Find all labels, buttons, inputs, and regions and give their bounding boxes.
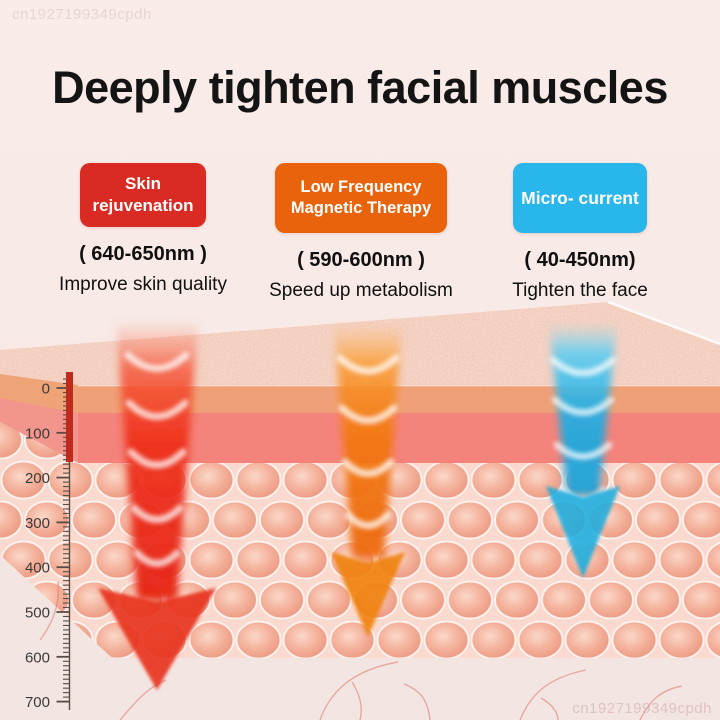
- depth-label-500: 500: [25, 605, 50, 622]
- skin-rejuvenation-wavelength: ( 640-650nm ): [79, 243, 207, 265]
- feature-micro-current: Micro- current ( 40-450nm) Tighten the f…: [455, 163, 705, 302]
- red-beam-wave-arcs: [124, 351, 190, 567]
- subcutaneous-layer: [0, 555, 720, 720]
- micro-current-benefit: Tighten the face: [512, 280, 648, 301]
- red-arrowhead: [98, 588, 216, 690]
- depth-label-700: 700: [25, 694, 50, 711]
- blue-light-beam: [546, 322, 620, 578]
- block-edge-highlight: [607, 300, 720, 346]
- watermark-top-left: cn1927199349cpdh: [12, 6, 152, 23]
- depth-label-600: 600: [25, 649, 50, 666]
- orange-beam-wave-arcs: [336, 354, 400, 529]
- magnetic-therapy-badge: Low Frequency Magnetic Therapy: [275, 163, 447, 233]
- red-light-beam: [98, 320, 216, 690]
- depth-label-100: 100: [25, 425, 50, 442]
- feature-skin-rejuvenation: Skin rejuvenation ( 640-650nm ) Improve …: [18, 163, 268, 296]
- magnetic-therapy-benefit: Speed up metabolism: [269, 280, 453, 301]
- block-left-side-face: [0, 374, 78, 463]
- micro-current-wavelength: ( 40-450nm): [524, 249, 636, 271]
- vein-lines: [39, 581, 683, 720]
- skin-rejuvenation-badge: Skin rejuvenation: [80, 163, 206, 227]
- depth-label-400: 400: [25, 560, 50, 577]
- feature-magnetic-therapy: Low Frequency Magnetic Therapy ( 590-600…: [236, 163, 486, 302]
- depth-label-0: 0: [42, 381, 50, 398]
- skin-cross-section-illustration: 0 100 200 300 400 500 600 700: [0, 300, 720, 720]
- micro-current-badge: Micro- current: [513, 163, 647, 233]
- orange-light-beam: [331, 322, 405, 637]
- skin-rejuvenation-benefit: Improve skin quality: [59, 274, 227, 295]
- orange-arrowhead: [331, 552, 405, 637]
- depth-label-200: 200: [25, 470, 50, 487]
- depth-ruler-red-bar: [66, 372, 73, 462]
- blue-arrowhead: [546, 486, 620, 578]
- depth-ruler: 0 100 200 300 400 500 600 700: [25, 372, 73, 711]
- page-title: Deeply tighten facial muscles: [52, 62, 668, 114]
- depth-label-300: 300: [25, 515, 50, 532]
- magnetic-therapy-wavelength: ( 590-600nm ): [297, 249, 425, 271]
- depth-ruler-labels: 0 100 200 300 400 500 600 700: [25, 381, 50, 712]
